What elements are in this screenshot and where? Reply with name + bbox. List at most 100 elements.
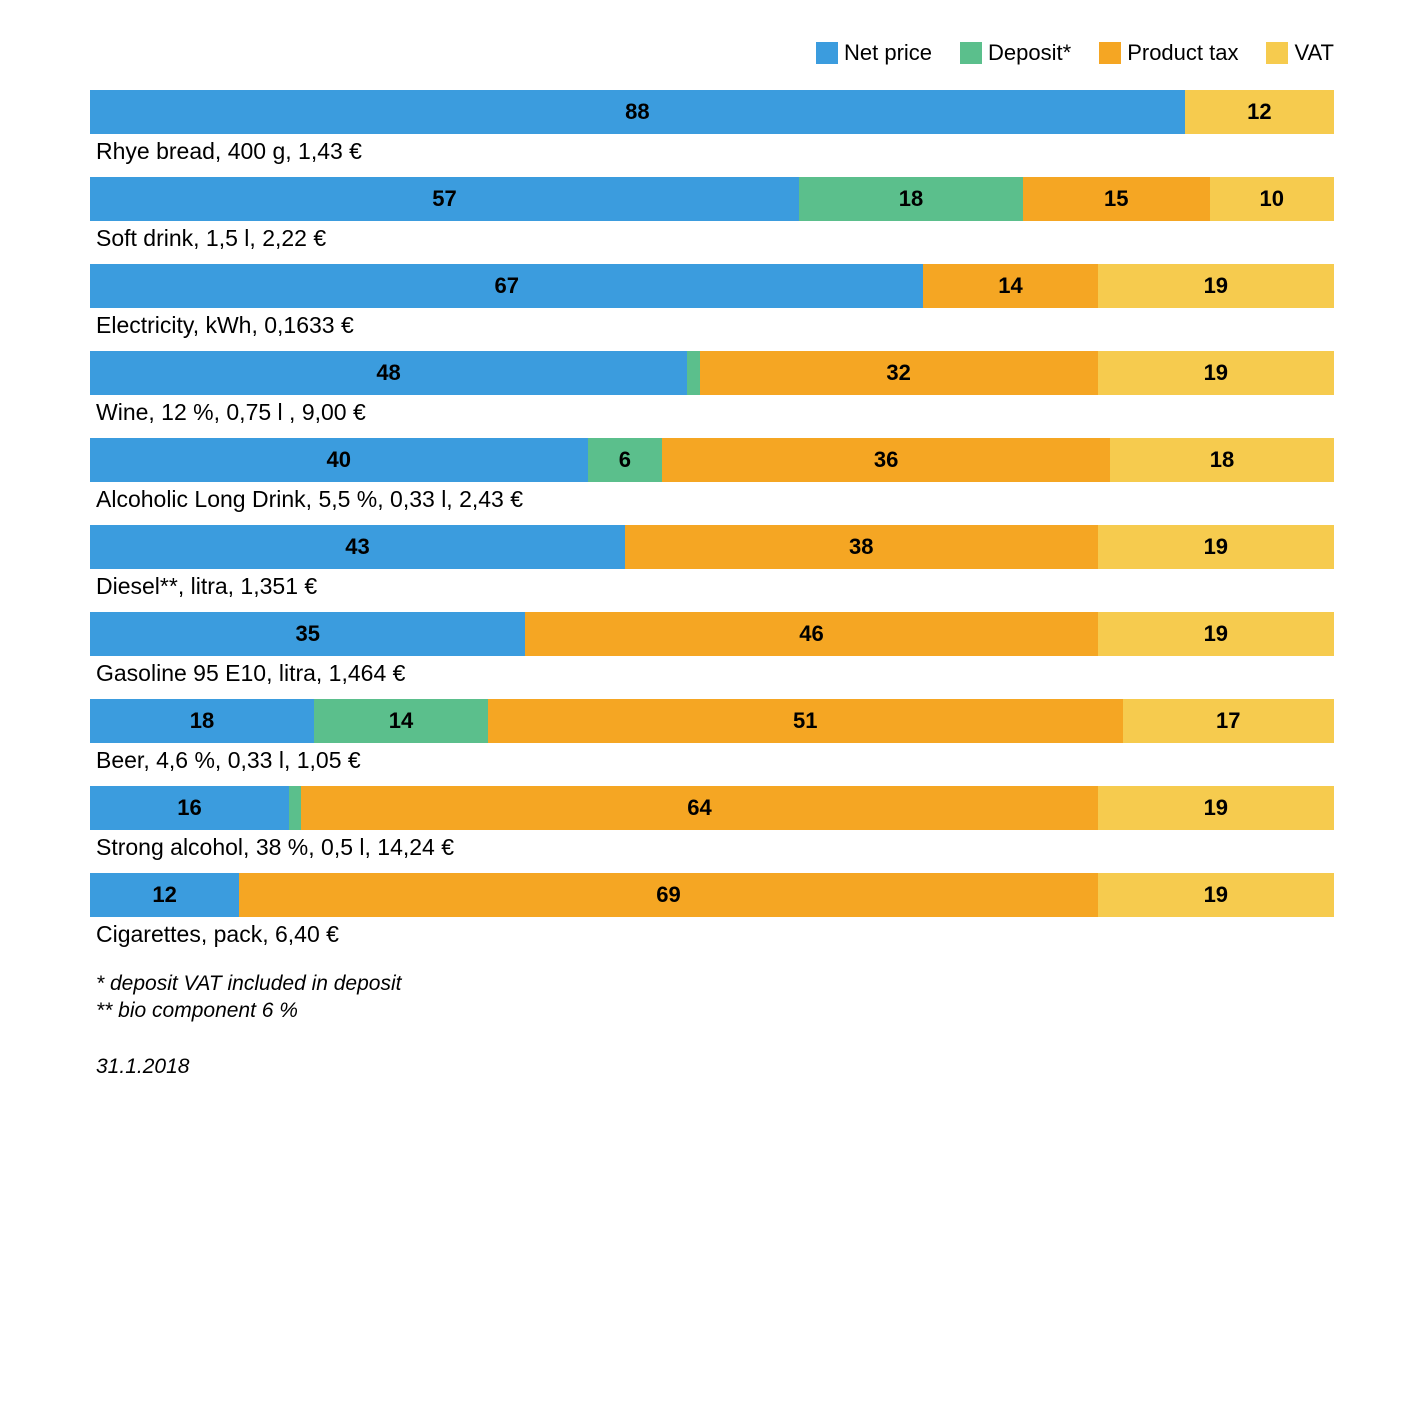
footnotes: * deposit VAT included in deposit** bio … (90, 970, 1334, 1025)
bar-segment-deposit (289, 786, 301, 830)
bar-segment-deposit: 18 (799, 177, 1023, 221)
segment-value: 14 (389, 708, 413, 734)
segment-value: 19 (1204, 360, 1228, 386)
bar-segment-vat: 19 (1098, 612, 1334, 656)
segment-value: 17 (1216, 708, 1240, 734)
segment-value: 19 (1204, 882, 1228, 908)
segment-value: 57 (432, 186, 456, 212)
bar-segment-vat: 19 (1098, 525, 1334, 569)
legend-item-product_tax: Product tax (1099, 40, 1238, 66)
bar-segment-product_tax: 15 (1023, 177, 1210, 221)
bar-segment-net_price: 88 (90, 90, 1185, 134)
bar-segment-product_tax: 51 (488, 699, 1122, 743)
stacked-bar: 40 636 18 (90, 438, 1334, 482)
segment-value: 19 (1204, 534, 1228, 560)
chart-row: 16 64 19 Strong alcohol, 38 %, 0,5 l, 14,24… (90, 786, 1334, 861)
bar-segment-deposit (687, 351, 699, 395)
segment-value: 64 (687, 795, 711, 821)
row-label: Beer, 4,6 %, 0,33 l, 1,05 € (90, 747, 1334, 774)
segment-value: 40 (327, 447, 351, 473)
legend: Net price Deposit* Product tax VAT (90, 40, 1334, 66)
segment-value: 69 (656, 882, 680, 908)
segment-value: 10 (1260, 186, 1284, 212)
segment-value: 18 (190, 708, 214, 734)
legend-item-vat: VAT (1266, 40, 1334, 66)
legend-label: Product tax (1127, 40, 1238, 66)
chart-row: 12 69 19 Cigarettes, pack, 6,40 € (90, 873, 1334, 948)
bar-segment-vat: 19 (1098, 264, 1334, 308)
row-label: Diesel**, litra, 1,351 € (90, 573, 1334, 600)
segment-value: 32 (886, 360, 910, 386)
legend-swatch (960, 42, 982, 64)
chart-row: 57 18 15 10 Soft drink, 1,5 l, 2,22 € (90, 177, 1334, 252)
segment-value: 12 (1247, 99, 1271, 125)
bar-segment-product_tax: 46 (525, 612, 1097, 656)
segment-value: 46 (799, 621, 823, 647)
bar-segment-vat: 19 (1098, 351, 1334, 395)
row-label: Soft drink, 1,5 l, 2,22 € (90, 225, 1334, 252)
segment-value: 18 (1210, 447, 1234, 473)
segment-value: 18 (899, 186, 923, 212)
stacked-bar: 35 46 19 (90, 612, 1334, 656)
legend-label: VAT (1294, 40, 1334, 66)
bar-segment-net_price: 16 (90, 786, 289, 830)
row-label: Electricity, kWh, 0,1633 € (90, 312, 1334, 339)
row-label: Rhye bread, 400 g, 1,43 € (90, 138, 1334, 165)
stacked-bar: 57 18 15 10 (90, 177, 1334, 221)
segment-value: 19 (1204, 273, 1228, 299)
bar-segment-net_price: 57 (90, 177, 799, 221)
bar-segment-net_price: 48 (90, 351, 687, 395)
stacked-bar: 48 32 19 (90, 351, 1334, 395)
segment-value: 14 (998, 273, 1022, 299)
bar-segment-product_tax: 64 (301, 786, 1097, 830)
footnote: ** bio component 6 % (96, 997, 1334, 1024)
bar-segment-vat: 18 (1110, 438, 1334, 482)
bar-segment-deposit: 6 (588, 438, 663, 482)
bar-segment-deposit: 14 (314, 699, 488, 743)
segment-value: 51 (793, 708, 817, 734)
bar-segment-vat: 19 (1098, 786, 1334, 830)
row-label: Strong alcohol, 38 %, 0,5 l, 14,24 € (90, 834, 1334, 861)
bar-segment-net_price: 67 (90, 264, 923, 308)
chart-row: 48 32 19 Wine, 12 %, 0,75 l , 9,00 € (90, 351, 1334, 426)
stacked-bar: 18 14 51 17 (90, 699, 1334, 743)
bar-segment-net_price: 12 (90, 873, 239, 917)
segment-value: 15 (1104, 186, 1128, 212)
row-label: Gasoline 95 E10, litra, 1,464 € (90, 660, 1334, 687)
segment-value: 19 (1204, 795, 1228, 821)
chart-row: 35 46 19 Gasoline 95 E10, litra, 1,464 € (90, 612, 1334, 687)
bar-segment-product_tax: 38 (625, 525, 1098, 569)
segment-value: 38 (849, 534, 873, 560)
bar-segment-product_tax: 14 (923, 264, 1097, 308)
bar-segment-product_tax: 32 (700, 351, 1098, 395)
bar-segment-vat: 10 (1210, 177, 1334, 221)
date-label: 31.1.2018 (90, 1055, 1334, 1079)
bar-segment-product_tax: 36 (662, 438, 1110, 482)
chart-row: 43 38 19 Diesel**, litra, 1,351 € (90, 525, 1334, 600)
segment-value: 35 (295, 621, 319, 647)
bar-segment-vat: 19 (1098, 873, 1334, 917)
chart-row: 88 12 Rhye bread, 400 g, 1,43 € (90, 90, 1334, 165)
legend-swatch (1099, 42, 1121, 64)
bar-segment-net_price: 40 (90, 438, 588, 482)
segment-value: 67 (494, 273, 518, 299)
stacked-bar: 16 64 19 (90, 786, 1334, 830)
chart-row: 67 14 19 Electricity, kWh, 0,1633 € (90, 264, 1334, 339)
stacked-bar: 12 69 19 (90, 873, 1334, 917)
bar-segment-product_tax: 69 (239, 873, 1097, 917)
bar-segment-vat: 17 (1123, 699, 1334, 743)
legend-item-deposit: Deposit* (960, 40, 1071, 66)
row-label: Wine, 12 %, 0,75 l , 9,00 € (90, 399, 1334, 426)
bar-segment-net_price: 35 (90, 612, 525, 656)
row-label: Cigarettes, pack, 6,40 € (90, 921, 1334, 948)
segment-value: 16 (177, 795, 201, 821)
segment-value: 43 (345, 534, 369, 560)
stacked-bar: 67 14 19 (90, 264, 1334, 308)
legend-label: Net price (844, 40, 932, 66)
bar-segment-net_price: 18 (90, 699, 314, 743)
bar-segment-net_price: 43 (90, 525, 625, 569)
chart-row: 4063618Alcoholic Long Drink, 5,5 %, 0,33… (90, 438, 1334, 513)
footnote: * deposit VAT included in deposit (96, 970, 1334, 997)
legend-swatch (816, 42, 838, 64)
legend-label: Deposit* (988, 40, 1071, 66)
